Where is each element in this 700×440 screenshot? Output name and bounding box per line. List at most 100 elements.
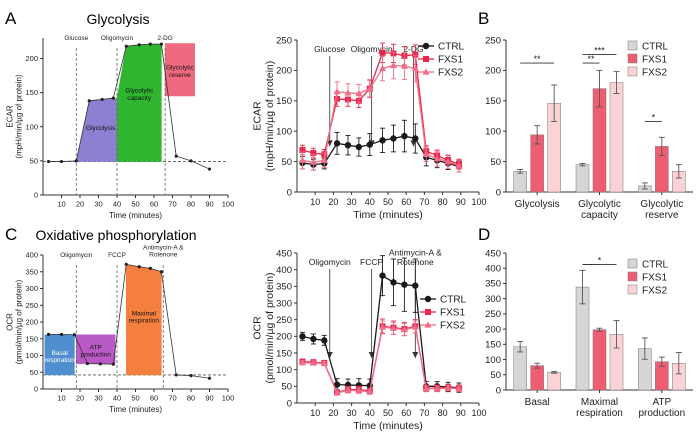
panel-a-data-data-point — [344, 141, 352, 149]
panel-c-schematic-region-label-basal-respiration: Basal respiration — [44, 350, 75, 364]
panel-c-schematic-y-axis-label-line: (pmol/min/µg of protein) — [15, 279, 24, 364]
panel-c-data-data-point — [333, 389, 341, 396]
panel-a-schematic-trace-point — [46, 159, 51, 164]
panel-a-schematic-trace-point — [174, 154, 178, 158]
panel-a-data-data-point — [344, 89, 352, 96]
panel-c-schematic-y-tick-label: 400 — [25, 251, 38, 260]
panel-c-data-legend-marker — [424, 321, 432, 328]
panel-a-schematic-x-tick-label: 90 — [205, 200, 213, 209]
panel-a-data-legend-label: FXS2 — [438, 68, 463, 79]
panel-a-schematic-region-label-glycolytic-reserve-line: Glycolytic — [166, 65, 195, 72]
panel-c-data-x-tick-label-line: 30 — [347, 408, 357, 418]
panel-c-schematic-x-tick-label-line: 70 — [168, 394, 176, 403]
panel-c-data: 0 50 100 150 200 250 300 350 400 450 10 20 30 40 50 60 7… — [252, 248, 487, 433]
panel-a-data-data-point — [366, 85, 374, 92]
panel-c-data-y-axis-label-line: (pmol/min/µg of protein) — [264, 272, 276, 383]
panel-c-schematic-x-tick-label: 20 — [76, 394, 84, 403]
panel-b-y-tick-label: 100 — [485, 127, 501, 138]
panel-a-data-data-point — [355, 143, 363, 151]
panel-c-data-y-tick-label-line: 450 — [276, 248, 292, 259]
panel-c-data-data-point — [389, 324, 397, 331]
panel-a-data-y-tick-label: 100 — [276, 127, 292, 138]
panel-d-y-tick-label: 350 — [485, 279, 501, 290]
panel-c-data-y-tick-label-line: 300 — [276, 298, 292, 309]
panel-a-data-y-tick-label-line: 250 — [276, 35, 292, 46]
panel-a-schematic-x-axis-label: Time (minutes) — [109, 211, 162, 220]
panel-b-category-label-line: capacity — [581, 210, 618, 221]
panel-d-category-label: ATP production — [638, 397, 685, 419]
panel-c-data-data-point — [379, 323, 387, 330]
panel-b-bar-ctrl — [575, 164, 590, 193]
panel-c-schematic-trace-point — [59, 332, 64, 336]
panel-d-bar-fxs1 — [530, 365, 544, 391]
panel-d-category-label-line: ATP — [652, 397, 671, 408]
panel-a-schematic-trace-point — [87, 99, 91, 103]
panel-c-data-x-tick-label-line: 70 — [419, 408, 429, 418]
panel-a-schematic-x-tick-label-line: 50 — [131, 200, 139, 209]
panel-c-data-x-tick-label: 20 — [328, 408, 338, 418]
panel-c-schematic-trace-point — [72, 333, 77, 337]
panel-c-schematic-x-tick-label: 30 — [94, 394, 102, 403]
panel-c-data-legend-marker — [425, 309, 431, 315]
panel-a-data-x-tick-label: 50 — [383, 197, 393, 207]
panel-a-schematic-x-tick-label-line: 40 — [113, 200, 121, 209]
panel-a-schematic-x-tick-label-line: 100 — [222, 200, 235, 209]
panel-c-schematic-y-axis-label-line: OCR — [5, 313, 14, 331]
panel-c-data-y-tick-label: 50 — [281, 382, 292, 393]
panel-b-legend-swatch — [627, 40, 638, 51]
panel-c-schematic-x-tick-label: 50 — [131, 394, 139, 403]
panel-b-y-tick-label: 200 — [485, 66, 501, 77]
panel-c-schematic-injection-label: Antimycin-A & Rotenone — [143, 245, 184, 259]
panel-c-schematic-x-tick-label-line: 20 — [76, 394, 84, 403]
panel-a-schematic-region-label-glycolysis-line: Glycolysis — [86, 125, 116, 132]
panel-a-data-x-tick-label: 60 — [401, 197, 411, 207]
panel-c-schematic-x-tick-label-line: 80 — [187, 394, 195, 403]
panel-a-data-x-tick-label-line: 70 — [419, 197, 429, 207]
panel-a-data-legend-label-line: FXS1 — [438, 55, 463, 66]
panel-b-significance-label-line: * — [652, 112, 656, 122]
panel-c-schematic-region-label-maximal-respiration: Maximal respiration — [129, 310, 160, 324]
panel-c-schematic-y-tick-label-line: 300 — [25, 284, 38, 293]
panel-a-data-y-tick-label-line: 100 — [276, 127, 292, 138]
panel-c-data-data-point — [310, 335, 317, 343]
panel-a-data-legend-marker — [423, 56, 429, 62]
panel-d-y-tick-label: 200 — [485, 324, 501, 335]
panel-a-schematic-x-tick-label-line: 70 — [168, 200, 176, 209]
panel-b-significance-label: ** — [587, 54, 595, 64]
panel-d-y-tick-label-line: 200 — [485, 324, 501, 335]
panel-c-schematic-region-label-maximal-respiration-line: Maximal — [132, 310, 157, 317]
panel-c-schematic-y-tick-label: 50 — [30, 368, 38, 377]
panel-c-data-legend-marker — [424, 295, 432, 303]
panel-d-legend-label-line: FXS2 — [642, 286, 667, 297]
panel-c-schematic-injection-label-line: FCCP — [108, 252, 126, 259]
panel-c-schematic-y-tick-label: 100 — [25, 351, 38, 360]
panel-a-schematic-region-label-glycolysis: Glycolysis — [86, 125, 116, 132]
panel-c-data-y-tick-label-line: 200 — [276, 332, 292, 343]
panel-a-data-y-tick-label: 150 — [276, 96, 292, 107]
panel-a-data-data-point — [379, 64, 387, 72]
panel-a-schematic-x-tick-label-line: 60 — [150, 200, 158, 209]
panel-d-y-tick-label: 50 — [490, 370, 501, 381]
panel-c-schematic-trace-point — [111, 362, 115, 366]
panel-c-data-y-tick-label: 100 — [276, 365, 292, 376]
panel-c-data-x-tick-label-line: 40 — [365, 408, 375, 418]
panel-a-schematic-region-label-glycolytic-reserve: Glycolytic reserve — [166, 65, 195, 79]
panel-a-title: Glycolysis — [86, 11, 149, 27]
panel-a-data-data-point — [298, 156, 306, 163]
panel-a-data-x-tick-label: 30 — [347, 197, 357, 207]
panel-c-data-data-point — [444, 384, 452, 391]
panel-b-y-tick-label-line: 200 — [485, 66, 501, 77]
panel-a-data-x-tick-label-line: 50 — [383, 197, 393, 207]
panel-c-data-y-tick-label-line: 100 — [276, 365, 292, 376]
panel-c-data-data-point — [455, 385, 463, 392]
panel-c-schematic-trace-point — [85, 361, 89, 366]
panel-a-schematic-injection-label: Glucose — [64, 35, 88, 42]
panel-a-data-y-axis-label-line: (mpH/min/µg of protein) — [264, 61, 276, 172]
panel-c-data-legend-label-line: FXS2 — [440, 321, 465, 332]
panel-d-y-tick-label-line: 100 — [485, 355, 501, 366]
panel-d-y-tick-label: 450 — [485, 248, 501, 259]
panel-d-significance-label: * — [598, 256, 602, 266]
panel-d-legend-swatch — [627, 271, 638, 282]
panel-a-data-data-point — [333, 140, 341, 147]
